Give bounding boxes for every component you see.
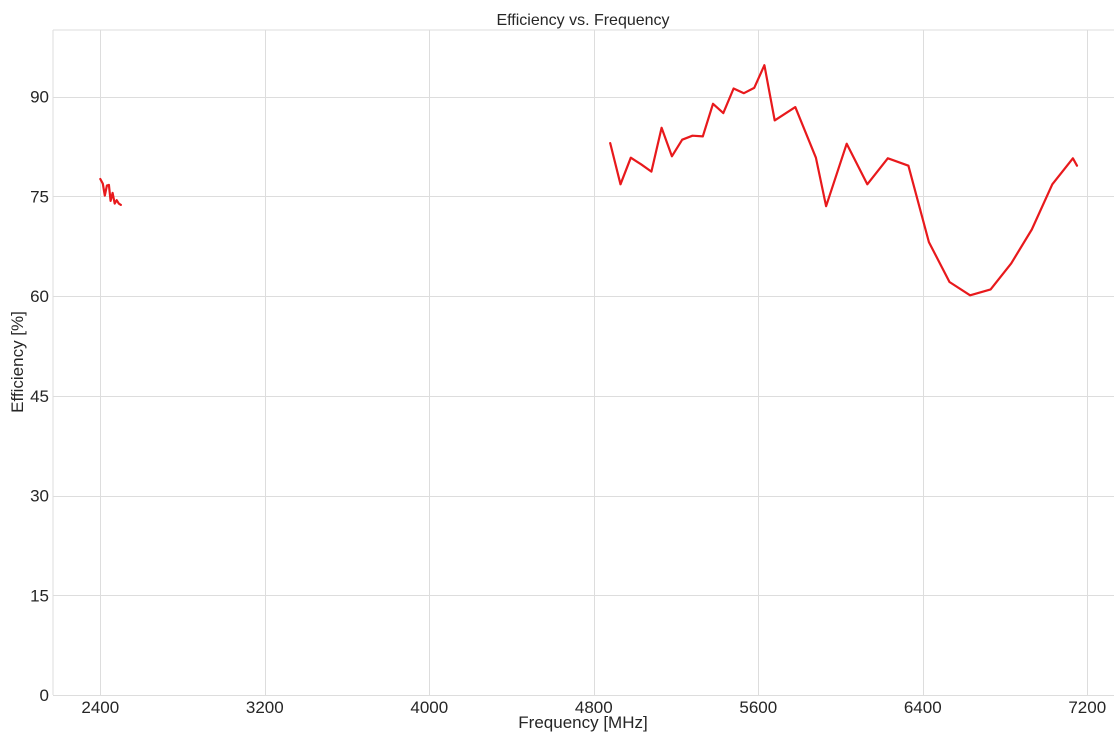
series-layer xyxy=(99,64,1079,297)
y-tick-labels: 0 15 30 45 60 75 90 xyxy=(30,88,49,706)
x-gridlines xyxy=(52,30,1088,695)
chart-title: Efficiency vs. Frequency xyxy=(496,12,669,29)
x-tick-label-2400: 2400 xyxy=(81,698,119,717)
x-tick-labels: 2400 3200 4000 4800 5600 6400 7200 xyxy=(81,698,1106,717)
y-tick-label-30: 30 xyxy=(30,487,49,506)
x-axis-label: Frequency [MHz] xyxy=(518,713,647,732)
y-tick-label-15: 15 xyxy=(30,586,49,605)
x-tick-label-4800: 4800 xyxy=(575,698,613,717)
x-tick-label-3200: 3200 xyxy=(246,698,284,717)
y-tick-label-90: 90 xyxy=(30,88,49,107)
y-tick-label-45: 45 xyxy=(30,387,49,406)
y-gridlines xyxy=(53,29,1114,696)
y-tick-label-60: 60 xyxy=(30,287,49,306)
y-tick-label-0: 0 xyxy=(40,686,49,705)
series-0-segment-0-line xyxy=(99,177,123,206)
series-0-segment-1-line xyxy=(609,64,1079,297)
x-tick-label-7200: 7200 xyxy=(1068,698,1106,717)
x-tick-label-4000: 4000 xyxy=(410,698,448,717)
x-tick-label-6400: 6400 xyxy=(904,698,942,717)
x-tick-label-5600: 5600 xyxy=(739,698,777,717)
y-axis-label: Efficiency [%] xyxy=(8,311,27,413)
y-tick-label-75: 75 xyxy=(30,187,49,206)
